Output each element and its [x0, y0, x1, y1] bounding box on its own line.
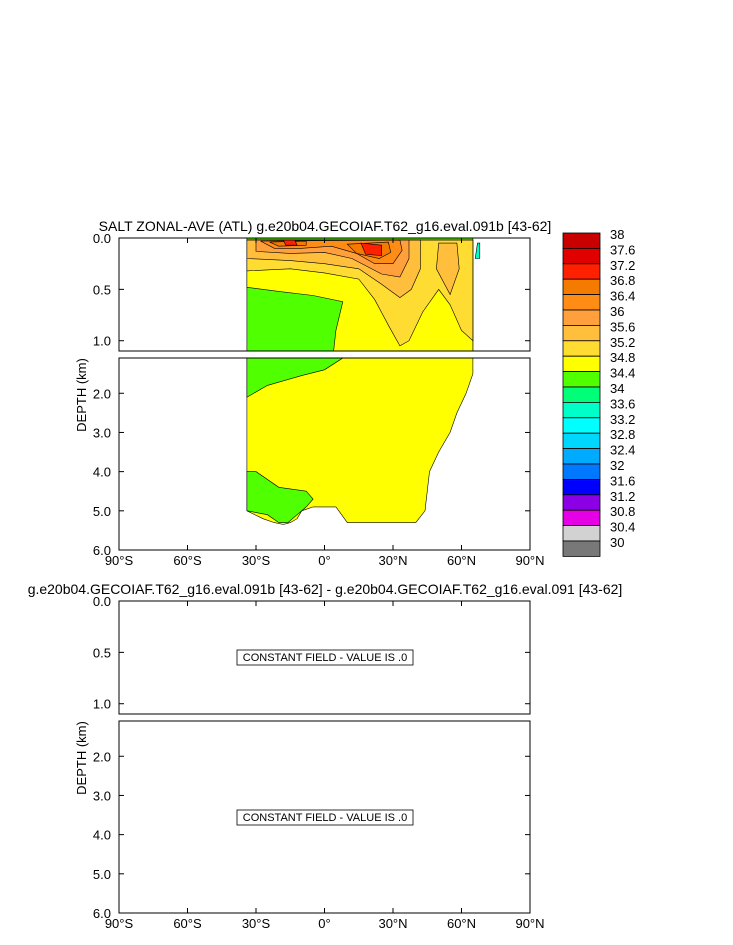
bottom-y-tick-label: 0.0 [93, 594, 111, 609]
bottom-y-tick-label: 1.0 [93, 697, 111, 712]
top-x-tick-label: 90°N [515, 553, 544, 568]
upper-constant-field-box [236, 649, 414, 666]
colorbar-swatch [562, 278, 601, 296]
bottom-axis-ticks: 90°S 60°S 30°S 0° 30°N 60°N 90°N 0.0 0.5 1.0 2.0 3.… [93, 594, 545, 931]
lower-contour-region-2 [246, 471, 314, 523]
colorbar-label: 34.4 [610, 366, 635, 381]
top-x-tick-label: 0° [318, 553, 330, 568]
top-upper-fill [246, 237, 481, 352]
bottom-x-tick-label: 60°S [173, 916, 202, 931]
bottom-y-tick-label: 6.0 [93, 906, 111, 921]
upper-contour-region-4 [436, 242, 460, 296]
colorbar-swatch [562, 309, 601, 326]
bottom-x-tick-label: 60°N [447, 916, 476, 931]
bottom-x-tick-label: 30°N [378, 916, 407, 931]
colorbar-swatch [562, 478, 601, 496]
colorbar: 3837.637.236.836.43635.635.234.834.43433… [562, 227, 635, 557]
top-y-tick-label: 5.0 [93, 504, 111, 519]
colorbar-swatch [562, 509, 601, 527]
bottom-x-tick-label: 90°N [515, 916, 544, 931]
colorbar-label: 32 [610, 458, 624, 473]
bottom-x-tick-label: 30°S [242, 916, 271, 931]
colorbar-label: 30.8 [610, 504, 635, 519]
colorbar-swatch [562, 386, 601, 403]
colorbar-label: 31.6 [610, 473, 635, 488]
colorbar-label: 30 [610, 535, 624, 550]
top-y-tick-label: 3.0 [93, 425, 111, 440]
colorbar-label: 35.6 [610, 319, 635, 334]
bottom-y-tick-label: 0.5 [93, 645, 111, 660]
colorbar-label: 32.4 [610, 443, 635, 458]
colorbar-label: 32.8 [610, 427, 635, 442]
colorbar-label: 33.6 [610, 396, 635, 411]
upper-contour-region-11 [474, 242, 481, 259]
colorbar-label: 33.2 [610, 412, 635, 427]
colorbar-swatch [562, 294, 601, 311]
colorbar-label: 31.2 [610, 489, 635, 504]
colorbar-label: 30.4 [610, 520, 635, 535]
top-lower-fill [246, 357, 474, 525]
colorbar-swatch [562, 340, 601, 357]
bottom-y-tick-label: 3.0 [93, 788, 111, 803]
colorbar-swatch [562, 371, 601, 388]
top-y-tick-label: 4.0 [93, 465, 111, 480]
top-y-tick-label: 0.5 [93, 282, 111, 297]
colorbar-swatch [562, 463, 601, 480]
bottom-y-tick-label: 4.0 [93, 828, 111, 843]
top-chart-title: SALT ZONAL-AVE (ATL) g.e20b04.GECOIAF.T6… [99, 218, 552, 234]
upper-contour-region-9 [282, 239, 298, 246]
bottom-y-tick-label: 5.0 [93, 867, 111, 882]
upper-contour-region-10 [360, 242, 382, 256]
colorbar-label: 36.4 [610, 289, 635, 304]
colorbar-label: 37.2 [610, 258, 635, 273]
colorbar-swatch [562, 232, 601, 249]
bottom-x-tick-label: 0° [318, 916, 330, 931]
lower-contour-region-0 [246, 357, 474, 525]
bottom-y-axis-label: DEPTH (km) [74, 721, 89, 795]
top-x-tick-label: 60°N [447, 553, 476, 568]
colorbar-swatch [562, 540, 601, 557]
lower-constant-field-note: CONSTANT FIELD - VALUE IS .0 [243, 812, 407, 824]
top-x-tick-label: 60°S [173, 553, 202, 568]
colorbar-label: 37.6 [610, 242, 635, 257]
top-x-tick-label: 30°S [242, 553, 271, 568]
colorbar-label: 36.8 [610, 273, 635, 288]
colorbar-label: 34 [610, 381, 624, 396]
top-y-tick-label: 6.0 [93, 543, 111, 558]
colorbar-swatch [562, 355, 601, 373]
top-axis-ticks: 90°S 60°S 30°S 0° 30°N 60°N 90°N 0.0 0.5 1.0 2.0 3.… [93, 231, 545, 568]
colorbar-label: 36 [610, 304, 624, 319]
bottom-chart-title: g.e20b04.GECOIAF.T62_g16.eval.091b [43-6… [28, 581, 623, 597]
upper-constant-field-note: CONSTANT FIELD - VALUE IS .0 [243, 652, 407, 664]
top-y-tick-label: 0.0 [93, 231, 111, 246]
colorbar-label: 35.2 [610, 335, 635, 350]
lower-constant-field-box [236, 809, 414, 826]
colorbar-swatch [562, 263, 601, 280]
colorbar-swatch [562, 494, 601, 511]
top-x-tick-label: 30°N [378, 553, 407, 568]
top-y-tick-label: 2.0 [93, 386, 111, 401]
colorbar-swatch [562, 432, 601, 450]
colorbar-swatch [562, 417, 601, 434]
top-y-axis-label: DEPTH (km) [74, 358, 89, 432]
colorbar-swatch [562, 324, 601, 342]
colorbar-swatch [562, 525, 601, 542]
colorbar-label: 34.8 [610, 350, 635, 365]
bottom-y-tick-label: 2.0 [93, 749, 111, 764]
top-y-tick-label: 1.0 [93, 334, 111, 349]
bottom-x-tick-label: 90°S [105, 916, 134, 931]
colorbar-swatch [562, 401, 601, 419]
colorbar-swatch [562, 247, 601, 265]
top-x-tick-label: 90°S [105, 553, 134, 568]
colorbar-label: 38 [610, 227, 624, 242]
colorbar-swatch [562, 448, 601, 465]
